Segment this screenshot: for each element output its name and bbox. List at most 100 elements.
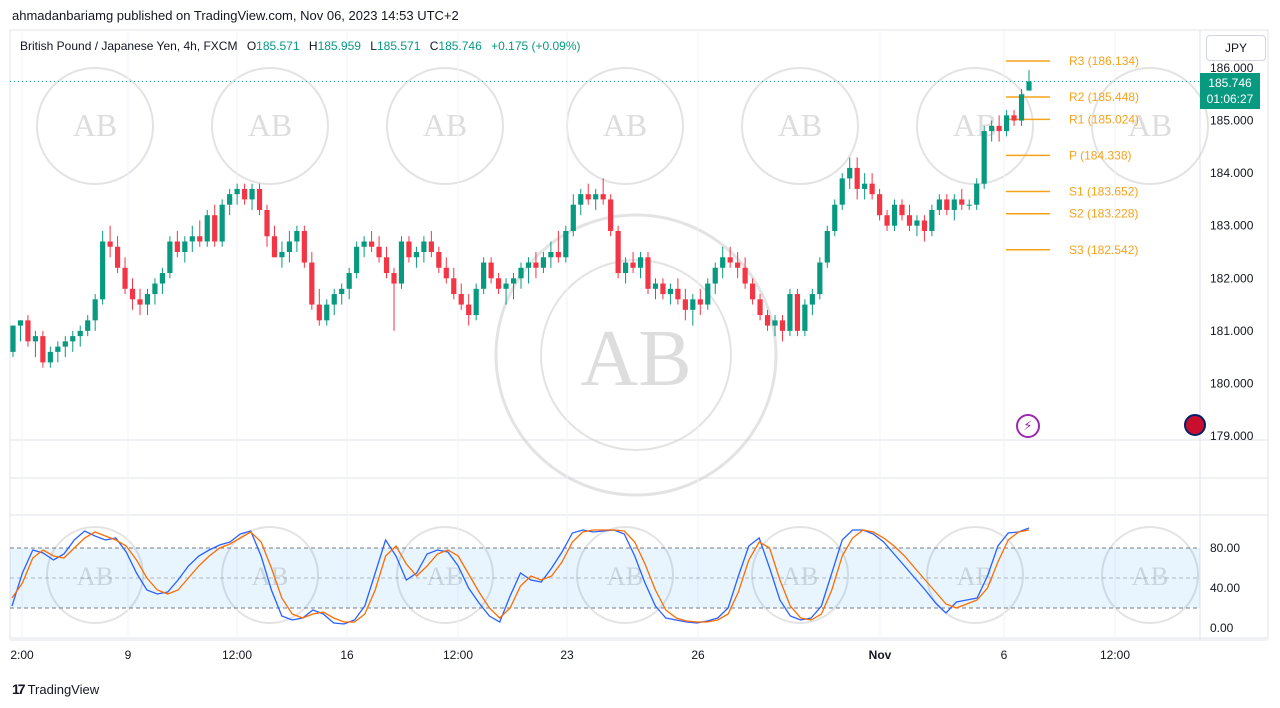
candle-body: [324, 304, 330, 321]
watermark-seal: [741, 67, 859, 185]
open-label: O: [246, 39, 257, 53]
candle-body: [264, 209, 270, 237]
candle-body: [339, 288, 345, 295]
candle-body: [712, 267, 718, 284]
candle-body: [555, 252, 561, 258]
candle-body: [944, 199, 950, 210]
candle-body: [503, 283, 509, 289]
ohlc-legend: British Pound / Japanese Yen, 4h, FXCM O…: [20, 39, 581, 53]
candle-body: [989, 125, 995, 132]
watermark-seal: [396, 526, 494, 624]
candle-body: [122, 267, 128, 289]
watermark-seal: [1091, 67, 1209, 185]
candle-body: [70, 336, 76, 342]
pivot-label-R1: R1 (185.024): [1069, 112, 1139, 126]
watermark-seal: [386, 67, 504, 185]
candle-body: [77, 330, 83, 337]
candle-body: [660, 283, 666, 295]
close-value: 185.746: [438, 39, 482, 53]
candle-body: [899, 204, 905, 216]
candle-body: [197, 236, 203, 242]
watermark-text: AB: [248, 108, 292, 143]
candle-body: [809, 294, 815, 305]
candle-body: [862, 183, 868, 189]
candle-body: [697, 299, 703, 305]
watermark-text: AB: [1132, 561, 1169, 591]
candle-body: [40, 336, 46, 363]
candle-body: [137, 299, 143, 305]
watermark-text: AB: [73, 108, 117, 143]
watermark-seal: [926, 526, 1024, 624]
watermark-text: AB: [782, 561, 819, 591]
candle-body: [428, 241, 434, 253]
candle-body: [884, 215, 890, 226]
watermark-seal: [494, 213, 778, 497]
candle-body: [406, 241, 412, 258]
price-tick-label: 184.000: [1210, 166, 1254, 180]
candle-body: [959, 199, 965, 205]
candle-body: [458, 294, 464, 305]
candle-body: [159, 273, 166, 284]
candle-body: [271, 236, 278, 258]
watermark-text: AB: [607, 561, 644, 591]
watermark-seal: [221, 526, 319, 624]
watermark-seal: [751, 526, 849, 624]
candle-body: [817, 262, 823, 295]
candle-body: [682, 299, 688, 310]
candle-body: [966, 204, 972, 206]
watermark-seal: [1101, 526, 1199, 624]
candle-body: [301, 230, 307, 263]
candle-body: [451, 278, 457, 295]
candle-body: [540, 257, 547, 268]
uk-flag-icon[interactable]: [1184, 414, 1206, 436]
lightning-icon[interactable]: ⚡: [1016, 414, 1040, 438]
candle-body: [645, 257, 651, 289]
candle-body: [32, 336, 39, 342]
pivot-label-S3: S3 (182.542): [1069, 243, 1138, 257]
time-tick-label: 9: [125, 648, 132, 662]
candle-body: [189, 236, 195, 242]
candle-body: [787, 294, 793, 331]
time-tick-label: 6: [1001, 648, 1008, 662]
stoch-d-line: [11, 529, 1030, 623]
candle-body: [847, 167, 853, 179]
candle-body: [563, 230, 569, 258]
candle-body: [570, 204, 576, 231]
high-label: H: [308, 39, 318, 53]
candle-body: [182, 241, 188, 253]
candle-body: [100, 241, 106, 300]
candle-body: [368, 241, 375, 247]
tradingview-logo-icon: 17: [12, 681, 26, 697]
candle-body: [212, 215, 218, 242]
watermark-text: AB: [423, 108, 467, 143]
candle-body: [764, 315, 771, 326]
candle-body: [742, 267, 748, 284]
watermark-seal: [46, 526, 144, 624]
stoch-k-line: [11, 527, 1030, 625]
candle-body: [608, 199, 614, 231]
watermark-seal: [36, 67, 154, 185]
candle-body: [10, 325, 16, 352]
close-label: C: [429, 39, 439, 53]
candle-body: [391, 273, 397, 284]
symbol-label[interactable]: British Pound / Japanese Yen, 4h, FXCM: [20, 39, 238, 53]
candle-body: [114, 246, 121, 268]
candle-body: [667, 288, 674, 295]
candle-body: [891, 204, 898, 226]
candle-body: [174, 241, 180, 253]
candle-body: [906, 215, 913, 226]
candle-body: [705, 283, 711, 305]
low-value: 185.571: [376, 39, 421, 53]
candle-body: [227, 194, 233, 205]
candle-body: [481, 262, 487, 289]
price-tick-label: 185.000: [1210, 114, 1254, 128]
pivot-label-S1: S1 (183.652): [1069, 184, 1138, 198]
watermark-seal: [576, 526, 674, 624]
tradingview-logo[interactable]: 17 TradingView: [12, 681, 99, 697]
candle-body: [309, 262, 315, 305]
price-tick-label: 179.000: [1210, 429, 1254, 443]
currency-button[interactable]: JPY: [1206, 35, 1266, 61]
candle-body: [473, 288, 479, 316]
candle-body: [316, 304, 322, 321]
